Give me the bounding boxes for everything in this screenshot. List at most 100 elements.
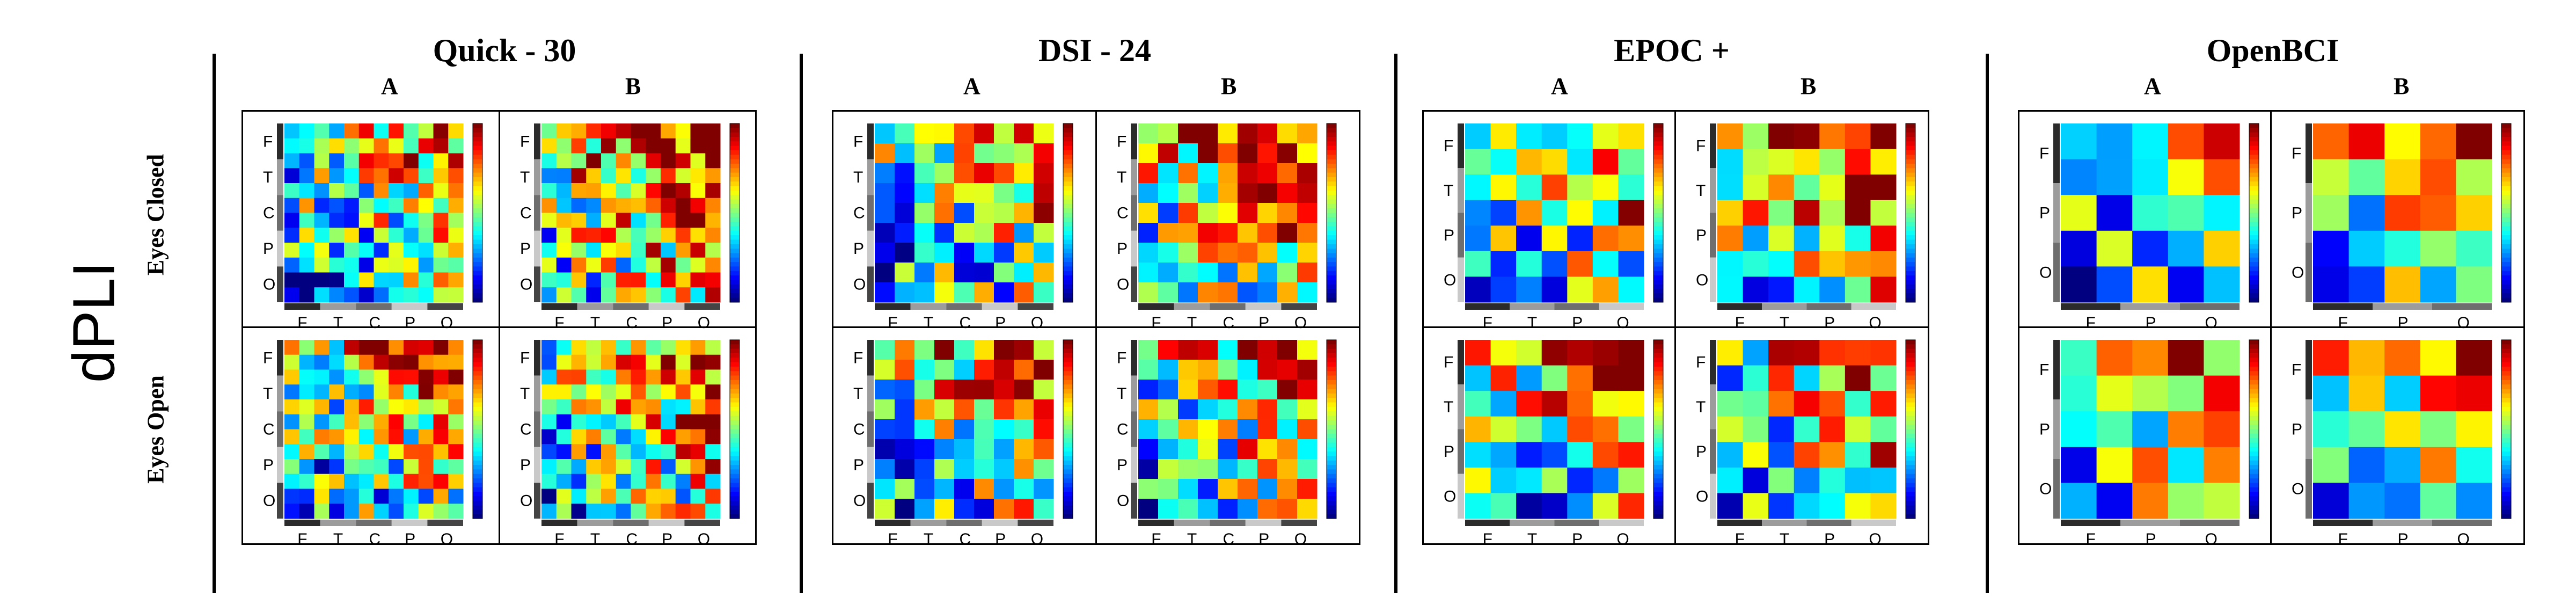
heatmap-cell — [646, 123, 661, 139]
colorbar-segment — [1653, 348, 1663, 354]
heatmap-cell — [329, 459, 345, 475]
heatmap-cell — [616, 168, 631, 184]
region-bar-x — [1554, 303, 1599, 310]
heatmap-cell — [601, 429, 617, 445]
colorbar-segment — [1063, 483, 1073, 488]
colorbar-segment — [2501, 132, 2511, 137]
heatmap-cell — [914, 223, 935, 243]
heatmap-cell — [2348, 159, 2385, 195]
heatmap-cell — [1717, 467, 1744, 493]
region-bar-y — [1131, 195, 1137, 231]
heatmap-cell — [314, 257, 330, 273]
colorbar-segment — [1327, 271, 1336, 276]
colorbar-segment — [1653, 235, 1663, 240]
colorbar-segment — [1653, 253, 1663, 258]
heatmap-cell — [404, 183, 419, 199]
colorbar-segment — [730, 389, 740, 394]
heatmap-cell — [895, 340, 915, 360]
heatmap-cell — [299, 287, 314, 303]
heatmap-cell — [1592, 416, 1619, 442]
heatmap-cell — [299, 444, 314, 460]
region-bar-y — [2306, 123, 2312, 183]
x-tick-label: O — [1869, 314, 1881, 332]
heatmap-cell — [1218, 223, 1238, 243]
heatmap-cell — [404, 123, 419, 139]
colorbar-segment — [2249, 230, 2259, 236]
heatmap-cell — [2061, 195, 2097, 231]
colorbar-segment — [1063, 340, 1073, 345]
heatmap-cell — [675, 228, 691, 243]
heatmap-cell — [690, 384, 706, 400]
heatmap-cell — [914, 380, 935, 400]
colorbar-segment — [1063, 132, 1073, 137]
heatmap-cell — [418, 444, 434, 460]
colorbar-segment — [2249, 181, 2259, 187]
heatmap-cell — [314, 504, 330, 519]
heatmap-cell — [2168, 375, 2204, 412]
heatmap-cell — [556, 399, 572, 415]
colorbar-segment — [2249, 465, 2259, 470]
colorbar-segment — [1063, 456, 1073, 461]
colorbar-segment — [1063, 159, 1073, 164]
heatmap-cell — [1490, 442, 1517, 468]
heatmap-cell — [934, 282, 955, 303]
heatmap-cell — [404, 213, 419, 228]
heatmap-cell — [1465, 365, 1491, 391]
colorbar-segment — [1653, 425, 1663, 429]
heatmap-cell — [374, 473, 389, 489]
heatmap-cell — [571, 153, 587, 169]
heatmap-cell — [1238, 123, 1258, 144]
y-tick-label: P — [2292, 421, 2302, 439]
heatmap-cell — [389, 138, 404, 154]
y-tick-label: T — [1444, 398, 1453, 416]
device-title: Quick - 30 — [433, 33, 576, 68]
colorbar-segment — [2501, 275, 2511, 280]
colorbar-segment — [1063, 406, 1073, 412]
heatmap-cell — [2456, 266, 2492, 303]
region-bar-x — [577, 303, 613, 310]
heatmap-cell — [1238, 143, 1258, 164]
heatmap-cell — [1158, 419, 1179, 440]
colorbar-segment — [730, 244, 740, 249]
y-tick-label: T — [1117, 385, 1126, 403]
heatmap-cell — [448, 168, 464, 184]
heatmap-cell — [404, 198, 419, 213]
region-bar-y — [534, 411, 540, 447]
colorbar-segment — [2501, 289, 2511, 294]
colorbar-segment — [2249, 163, 2259, 169]
heatmap-cell — [631, 287, 646, 303]
heatmap-cell — [631, 399, 646, 415]
colorbar-segment — [473, 416, 482, 421]
heatmap-cell — [1794, 416, 1820, 442]
region-bar-x — [1851, 520, 1896, 526]
heatmap-cell — [1870, 276, 1897, 303]
heatmap-cell — [571, 354, 587, 370]
heatmap-cell — [895, 479, 915, 499]
heatmap-cell — [1178, 459, 1198, 479]
heatmap-cell — [374, 153, 389, 169]
colorbar-segment — [1906, 181, 1915, 187]
heatmap-cell — [1277, 143, 1298, 164]
heatmap-cell — [994, 123, 1014, 144]
heatmap-cell — [448, 123, 464, 139]
heatmap-cell — [418, 198, 434, 213]
heatmap-cell — [1490, 340, 1517, 366]
heatmap-cell — [690, 257, 706, 273]
heatmap-cell — [705, 459, 721, 475]
colorbar-segment — [2249, 275, 2259, 280]
heatmap-cell — [1516, 442, 1542, 468]
divider-left — [213, 54, 216, 593]
y-tick-label: P — [520, 456, 531, 474]
x-tick-label: F — [2338, 314, 2348, 332]
y-tick-label: T — [263, 169, 273, 186]
colorbar-segment — [730, 380, 740, 385]
colorbar-segment — [1063, 213, 1073, 218]
colorbar-segment — [1653, 213, 1663, 218]
heatmap-cell — [2348, 195, 2385, 231]
colorbar-segment — [2249, 297, 2259, 303]
heatmap-cell — [974, 123, 994, 144]
colorbar-segment — [1327, 416, 1336, 421]
colorbar-segment — [1906, 366, 1915, 371]
heatmap-cell — [616, 473, 631, 489]
